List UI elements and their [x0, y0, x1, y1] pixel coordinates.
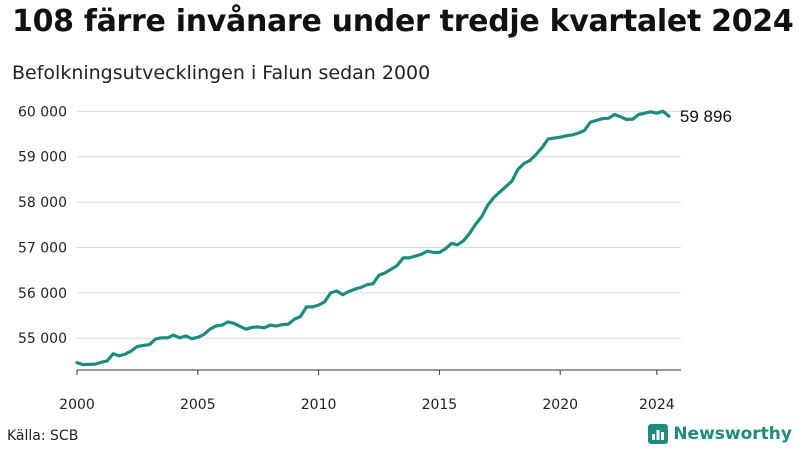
x-tick-label: 2015: [422, 397, 458, 413]
y-tick-label: 58 000: [18, 195, 67, 211]
brand-logo: Newsworthy: [648, 424, 792, 444]
x-tick-label: 2020: [542, 397, 578, 413]
chart-title: 108 färre invånare under tredje kvartale…: [12, 4, 794, 39]
bar-chart-logo-icon: [648, 424, 669, 444]
x-tick-label: 2005: [180, 397, 216, 413]
y-tick-label: 60 000: [18, 104, 67, 120]
brand-name: Newsworthy: [673, 424, 792, 444]
y-tick-label: 59 000: [18, 150, 67, 166]
y-tick-label: 56 000: [18, 286, 67, 302]
axes: 55 000 56 000 57 000 58 000 59 000 60 000 2000…: [18, 104, 681, 413]
end-value-label: 59 896: [680, 107, 732, 126]
x-tick-label: 2024: [639, 397, 675, 413]
x-tick-label: 2000: [59, 397, 95, 413]
chart-subtitle: Befolkningsutvecklingen i Falun sedan 20…: [12, 62, 431, 84]
population-series-line: [75, 109, 671, 367]
y-tick-label: 55 000: [18, 331, 67, 347]
x-tick-label: 2010: [301, 397, 337, 413]
source-note: Källa: SCB: [7, 428, 79, 444]
gridlines: [77, 110, 681, 339]
series-layer: 59 896: [75, 107, 732, 367]
y-tick-label: 57 000: [18, 240, 67, 256]
